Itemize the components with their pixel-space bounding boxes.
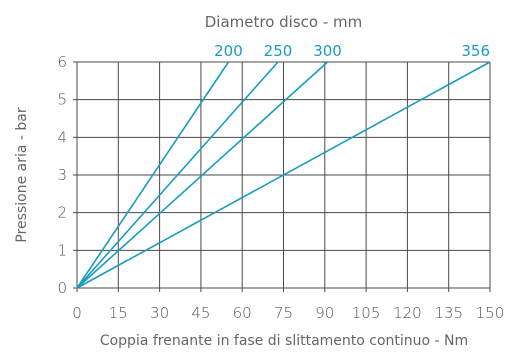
x-tick-label: 150 — [476, 304, 505, 322]
series-line-356 — [76, 61, 491, 289]
x-tick-label: 75 — [274, 304, 293, 322]
series-line-300 — [76, 61, 329, 289]
x-tick-label: 45 — [191, 304, 210, 322]
x-tick-label: 90 — [315, 304, 334, 322]
y-tick-label: 6 — [57, 53, 67, 71]
x-tick-label: 60 — [233, 304, 252, 322]
y-axis-title: Pressione aria - bar — [14, 107, 30, 242]
x-tick-label: 15 — [109, 304, 128, 322]
chart-title: Diametro disco - mm — [205, 13, 363, 31]
y-tick-label: 1 — [57, 241, 67, 259]
series-line-200 — [76, 61, 230, 289]
y-tick-label: 3 — [57, 166, 67, 184]
series-line-250 — [76, 61, 279, 289]
series-label-200: 200 — [214, 42, 243, 60]
series-label-250: 250 — [264, 42, 293, 60]
series-label-300: 300 — [313, 42, 342, 60]
x-axis-title: Coppia frenante in fase di slittamento c… — [100, 333, 468, 349]
series-label-356: 356 — [461, 42, 490, 60]
x-tick-label: 105 — [352, 304, 381, 322]
series-lines — [76, 61, 491, 289]
series-labels: 200 250 300 356 — [214, 42, 490, 60]
y-tick-label: 0 — [57, 279, 67, 297]
x-tick-label: 120 — [393, 304, 422, 322]
grid — [73, 61, 491, 292]
x-tick-label: 0 — [72, 304, 82, 322]
x-tick-label: 30 — [150, 304, 169, 322]
y-tick-label: 4 — [57, 128, 67, 146]
x-tick-label: 135 — [434, 304, 463, 322]
y-tick-label: 2 — [57, 204, 67, 222]
y-tick-label: 5 — [57, 91, 67, 109]
